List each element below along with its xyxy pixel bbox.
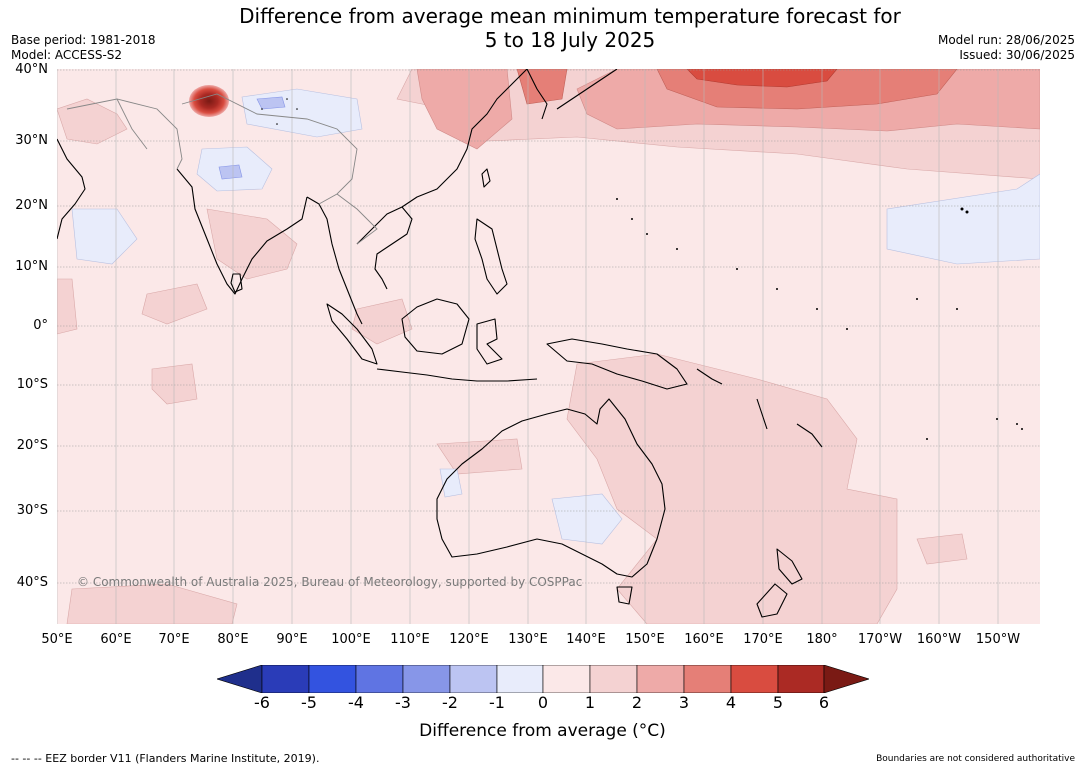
map-title: Difference from average mean minimum tem… xyxy=(0,4,1085,52)
title-line-2: 5 to 18 July 2025 xyxy=(484,28,656,52)
cb-tick-2: 2 xyxy=(631,693,643,712)
copyright-notice: © Commonwealth of Australia 2025, Bureau… xyxy=(77,575,583,589)
lon-label-150e: 150°E xyxy=(625,632,665,647)
colorbar-bin-1 xyxy=(261,665,310,693)
colorbar-bin-10 xyxy=(683,665,732,693)
base-period: Base period: 1981-2018 xyxy=(11,33,156,47)
lon-label-150w: 150°W xyxy=(975,632,1021,647)
title-line-1: Difference from average mean minimum tem… xyxy=(239,4,901,28)
lon-label-170e: 170°E xyxy=(743,632,783,647)
issued-date: Issued: 30/06/2025 xyxy=(959,48,1075,62)
lat-label-40n: 40°N xyxy=(15,62,48,77)
anomaly-negative-zones xyxy=(71,88,1040,545)
cb-tick-4: 4 xyxy=(725,693,737,712)
anomaly-4-5-zones xyxy=(686,69,838,88)
colorbar-bin-6 xyxy=(496,665,544,693)
lon-label-140e: 140°E xyxy=(566,632,606,647)
hot-spot xyxy=(189,85,229,117)
colorbar-label: Difference from average (°C) xyxy=(419,721,666,741)
gridlines xyxy=(57,69,1040,584)
colorbar-bin-8 xyxy=(589,665,638,693)
lon-label-170w: 170°W xyxy=(857,632,903,647)
colorbar-bin-12 xyxy=(777,665,825,693)
lon-label-60e: 60°E xyxy=(100,632,132,647)
model-name: Model: ACCESS-S2 xyxy=(11,48,123,62)
colorbar-bin-7 xyxy=(542,665,591,693)
cb-tick-minus3: -3 xyxy=(395,693,411,712)
cb-tick-1: 1 xyxy=(584,693,596,712)
colorbar-bin-11 xyxy=(730,665,779,693)
lon-label-180: 180° xyxy=(806,632,838,647)
lon-label-130e: 130°E xyxy=(508,632,548,647)
model-run: Model run: 28/06/2025 xyxy=(937,33,1075,47)
colorbar-bin-2 xyxy=(308,665,357,693)
anomaly-minus-1-2-zones xyxy=(218,96,286,180)
cb-tick-minus5: -5 xyxy=(301,693,317,712)
lon-label-50e: 50°E xyxy=(41,632,73,647)
lat-label-0: 0° xyxy=(33,318,48,333)
country-borders xyxy=(66,93,378,245)
cb-tick-0: 0 xyxy=(537,693,549,712)
lon-label-90e: 90°E xyxy=(276,632,308,647)
cb-tick-minus6: -6 xyxy=(254,693,270,712)
colorbar xyxy=(217,665,869,693)
forecast-map xyxy=(57,69,1040,624)
meta-right: Model run: 28/06/2025 Issued: 30/06/2025 xyxy=(938,33,1075,63)
boundary-disclaimer: Boundaries are not considered authoritat… xyxy=(876,754,1075,764)
lat-label-20n: 20°N xyxy=(15,198,48,213)
eez-note: -- -- -- EEZ border V11 (Flanders Marine… xyxy=(11,752,320,765)
meridians xyxy=(57,69,999,624)
cb-tick-6: 6 xyxy=(818,693,830,712)
cb-tick-minus4: -4 xyxy=(348,693,364,712)
lon-label-120e: 120°E xyxy=(449,632,489,647)
lon-label-160e: 160°E xyxy=(684,632,724,647)
lon-label-70e: 70°E xyxy=(158,632,190,647)
cb-tick-minus1: -1 xyxy=(489,693,505,712)
island-dots xyxy=(261,98,1023,440)
colorbar-bin-9 xyxy=(636,665,685,693)
lon-label-160w: 160°W xyxy=(916,632,962,647)
cb-tick-5: 5 xyxy=(772,693,784,712)
cb-tick-3: 3 xyxy=(678,693,690,712)
cb-tick-minus2: -2 xyxy=(442,693,458,712)
colorbar-bin-3 xyxy=(355,665,404,693)
lat-label-20s: 20°S xyxy=(16,438,48,453)
lon-label-110e: 110°E xyxy=(390,632,430,647)
lat-label-30n: 30°N xyxy=(15,133,48,148)
lat-label-10n: 10°N xyxy=(15,259,48,274)
lat-label-10s: 10°S xyxy=(16,377,48,392)
colorbar-bin-4 xyxy=(402,665,451,693)
lon-label-100e: 100°E xyxy=(331,632,371,647)
colorbar-extend-low xyxy=(217,665,263,693)
coastlines xyxy=(57,69,823,618)
lat-label-30s: 30°S xyxy=(16,503,48,518)
lat-label-40s: 40°S xyxy=(16,575,48,590)
meta-left: Base period: 1981-2018 Model: ACCESS-S2 xyxy=(11,33,156,63)
colorbar-extend-high xyxy=(823,665,869,693)
colorbar-bin-5 xyxy=(449,665,498,693)
lon-label-80e: 80°E xyxy=(217,632,249,647)
